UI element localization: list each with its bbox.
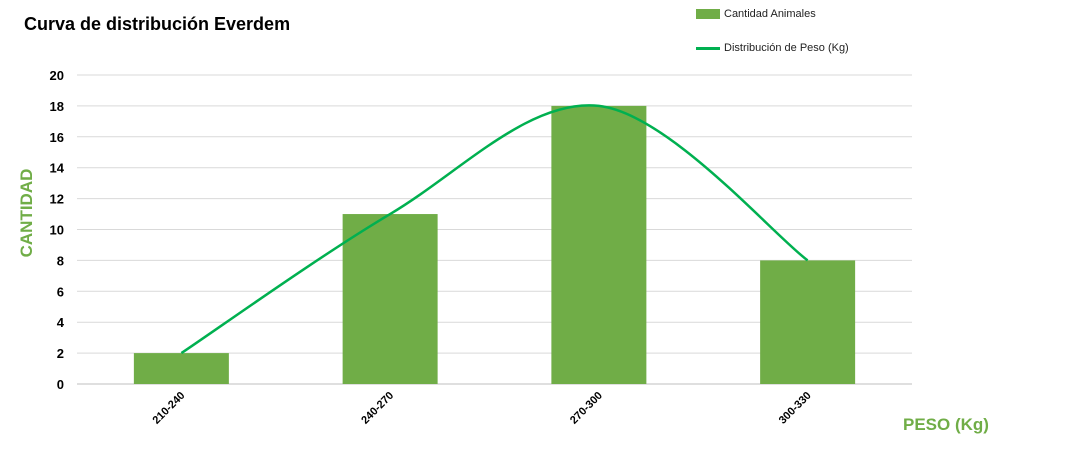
legend-swatch-line — [696, 46, 720, 50]
bar-210-240 — [133, 353, 229, 384]
legend-label-line: Distribución de Peso (Kg) — [724, 42, 849, 54]
y-tick-label: 4 — [57, 315, 65, 330]
y-tick-label: 8 — [57, 253, 64, 268]
y-tick-label: 10 — [50, 223, 64, 238]
legend-swatch-bar — [696, 9, 720, 19]
legend-item-bars: Cantidad Animales — [696, 6, 849, 22]
bar-270-300 — [551, 105, 647, 385]
y-tick-label: 6 — [57, 284, 64, 299]
y-tick-label: 2 — [57, 346, 64, 361]
x-tick-label: 240-270 — [359, 390, 396, 427]
distribution-line — [180, 104, 809, 355]
y-tick-label: 16 — [50, 130, 64, 145]
bar-240-270 — [342, 214, 438, 384]
x-tick-label: 300-330 — [777, 390, 814, 427]
y-tick-label: 18 — [50, 99, 64, 114]
y-tick-label: 14 — [50, 161, 65, 176]
y-tick-label: 12 — [50, 192, 64, 207]
x-axis-label: PESO (Kg) — [903, 415, 989, 434]
x-tick-label: 210-240 — [150, 390, 187, 427]
legend-item-line: Distribución de Peso (Kg) — [696, 40, 849, 56]
bar-300-330 — [760, 260, 856, 384]
y-tick-label: 0 — [57, 377, 64, 392]
chart-title: Curva de distribución Everdem — [24, 14, 291, 34]
y-tick-label: 20 — [50, 68, 64, 83]
legend: Cantidad Animales Distribución de Peso (… — [696, 6, 849, 56]
x-tick-label: 270-300 — [568, 390, 605, 427]
legend-label-bars: Cantidad Animales — [724, 8, 816, 20]
